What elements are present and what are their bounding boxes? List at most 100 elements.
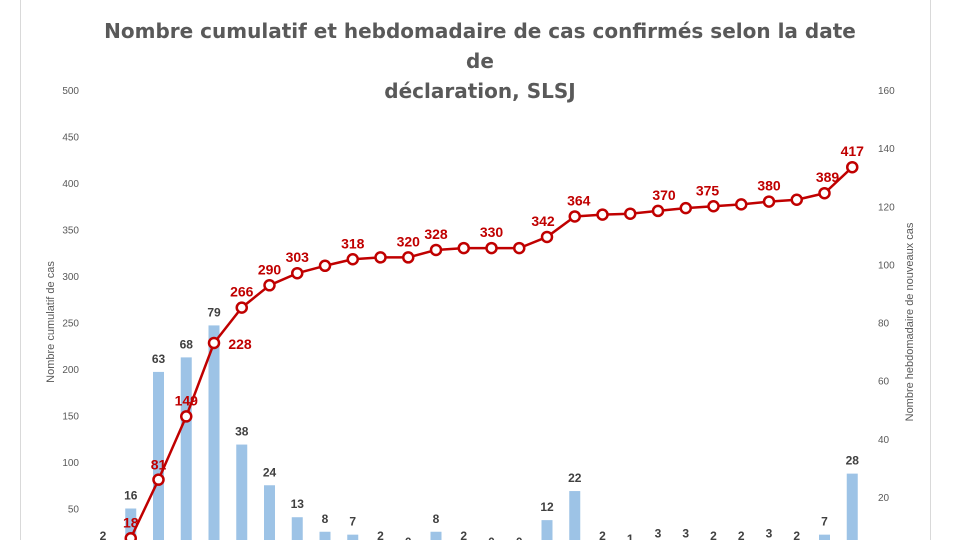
line-point: [790, 193, 803, 206]
line-data-label: 228: [228, 336, 252, 352]
line-data-label: 18: [123, 514, 139, 530]
bar: [846, 473, 858, 540]
line-point: [651, 204, 665, 218]
y-right-tick-label: 40: [878, 435, 890, 446]
bar-data-label: 0: [516, 535, 523, 540]
line-point: [818, 186, 831, 200]
line-point: [152, 473, 165, 486]
line-point: [235, 301, 248, 314]
bar-data-label: 7: [349, 515, 356, 529]
bar: [264, 485, 275, 540]
line-point: [291, 266, 304, 280]
chart-title-line-2: déclaration, SLSJ: [384, 79, 576, 103]
line-point: [735, 198, 748, 211]
line-point: [402, 251, 415, 264]
line-data-label: 375: [696, 182, 720, 198]
bar: [347, 534, 359, 540]
bar: [208, 325, 220, 540]
y-left-tick-label: 350: [62, 226, 79, 237]
bar-data-label: 63: [152, 352, 166, 366]
line-point: [568, 210, 581, 223]
line-point: [540, 230, 554, 244]
bar-data-label: 2: [738, 529, 745, 540]
bar: [319, 531, 331, 540]
line-point: [596, 208, 609, 221]
line-data-label: 303: [286, 249, 310, 265]
bar-data-label: 8: [433, 512, 440, 526]
y-left-tick-label: 150: [62, 412, 79, 423]
line-point: [762, 195, 776, 208]
bar-data-label: 1: [627, 532, 634, 540]
y-right-tick-label: 80: [878, 319, 890, 330]
line-point: [457, 241, 470, 255]
line-data-label: 290: [258, 261, 282, 277]
y-right-tick-label: 120: [878, 202, 895, 213]
bar-data-label: 38: [235, 425, 249, 439]
line-point: [207, 336, 221, 350]
line-point: [513, 241, 526, 255]
line-data-label: 330: [480, 224, 504, 240]
line-data-label: 380: [757, 178, 781, 194]
y-left-tick-label: 250: [62, 319, 79, 330]
line-point: [485, 241, 498, 255]
y-left-tick-label: 400: [62, 179, 79, 190]
bar-data-label: 2: [100, 529, 107, 540]
line-point: [374, 251, 387, 264]
bar: [541, 520, 553, 540]
bar-data-label: 2: [377, 529, 384, 540]
line-data-label: 320: [397, 233, 421, 249]
y-left-tick-label: 50: [68, 505, 80, 516]
line-data-label: 318: [341, 235, 365, 251]
bar: [430, 531, 442, 540]
line-point: [346, 253, 359, 266]
chart-title-line-1: Nombre cumulatif et hebdomadaire de cas …: [104, 19, 856, 73]
y-right-tick-label: 160: [878, 86, 895, 97]
y-left-tick-label: 100: [62, 458, 79, 469]
bar-data-label: 2: [460, 529, 467, 540]
line-point: [263, 279, 276, 292]
bar-data-label: 28: [846, 454, 860, 468]
bar-data-label: 3: [766, 526, 773, 540]
bar-data-label: 16: [124, 489, 138, 503]
y-left-tick-label: 200: [62, 365, 79, 376]
frame-edge-left: [20, 0, 21, 540]
line-data-label: 328: [424, 226, 448, 242]
line-point: [318, 259, 332, 273]
line-point: [124, 532, 137, 540]
bar-data-label: 0: [405, 535, 412, 540]
bar: [291, 517, 303, 540]
line-data-label: 389: [816, 169, 840, 185]
bar-data-label: 3: [682, 526, 689, 540]
bar: [236, 444, 248, 540]
y-right-tick-label: 100: [878, 260, 895, 271]
bar-data-label: 2: [599, 529, 606, 540]
chart-title: Nombre cumulatif et hebdomadaire de cas …: [100, 16, 860, 106]
line-data-label: 370: [652, 187, 676, 203]
y-right-tick-label: 140: [878, 144, 895, 155]
bar-data-label: 7: [821, 515, 828, 529]
line-point: [429, 243, 443, 257]
y-left-tick-label: 450: [62, 133, 79, 144]
line-point: [846, 160, 859, 174]
y-right-tick-label: 20: [878, 493, 890, 504]
bar-data-label: 3: [655, 526, 662, 540]
bar: [180, 357, 192, 540]
line-data-label: 266: [230, 284, 254, 300]
bar-data-label: 13: [291, 497, 305, 511]
bar-data-label: 68: [180, 337, 194, 351]
y-right-tick-label: 60: [878, 377, 890, 388]
line-data-label: 417: [841, 143, 865, 159]
line-data-label: 342: [531, 213, 555, 229]
line-data-label: 149: [175, 392, 199, 408]
bar-data-label: 2: [710, 529, 717, 540]
cumulative-line: [124, 166, 854, 540]
bar: [819, 534, 830, 540]
frame-edge-right: [930, 0, 931, 540]
bar-data-label: 24: [263, 465, 277, 479]
line-point: [624, 207, 637, 220]
bar-data-label: 12: [540, 500, 554, 514]
bar: [153, 371, 164, 540]
line-point: [707, 200, 720, 213]
